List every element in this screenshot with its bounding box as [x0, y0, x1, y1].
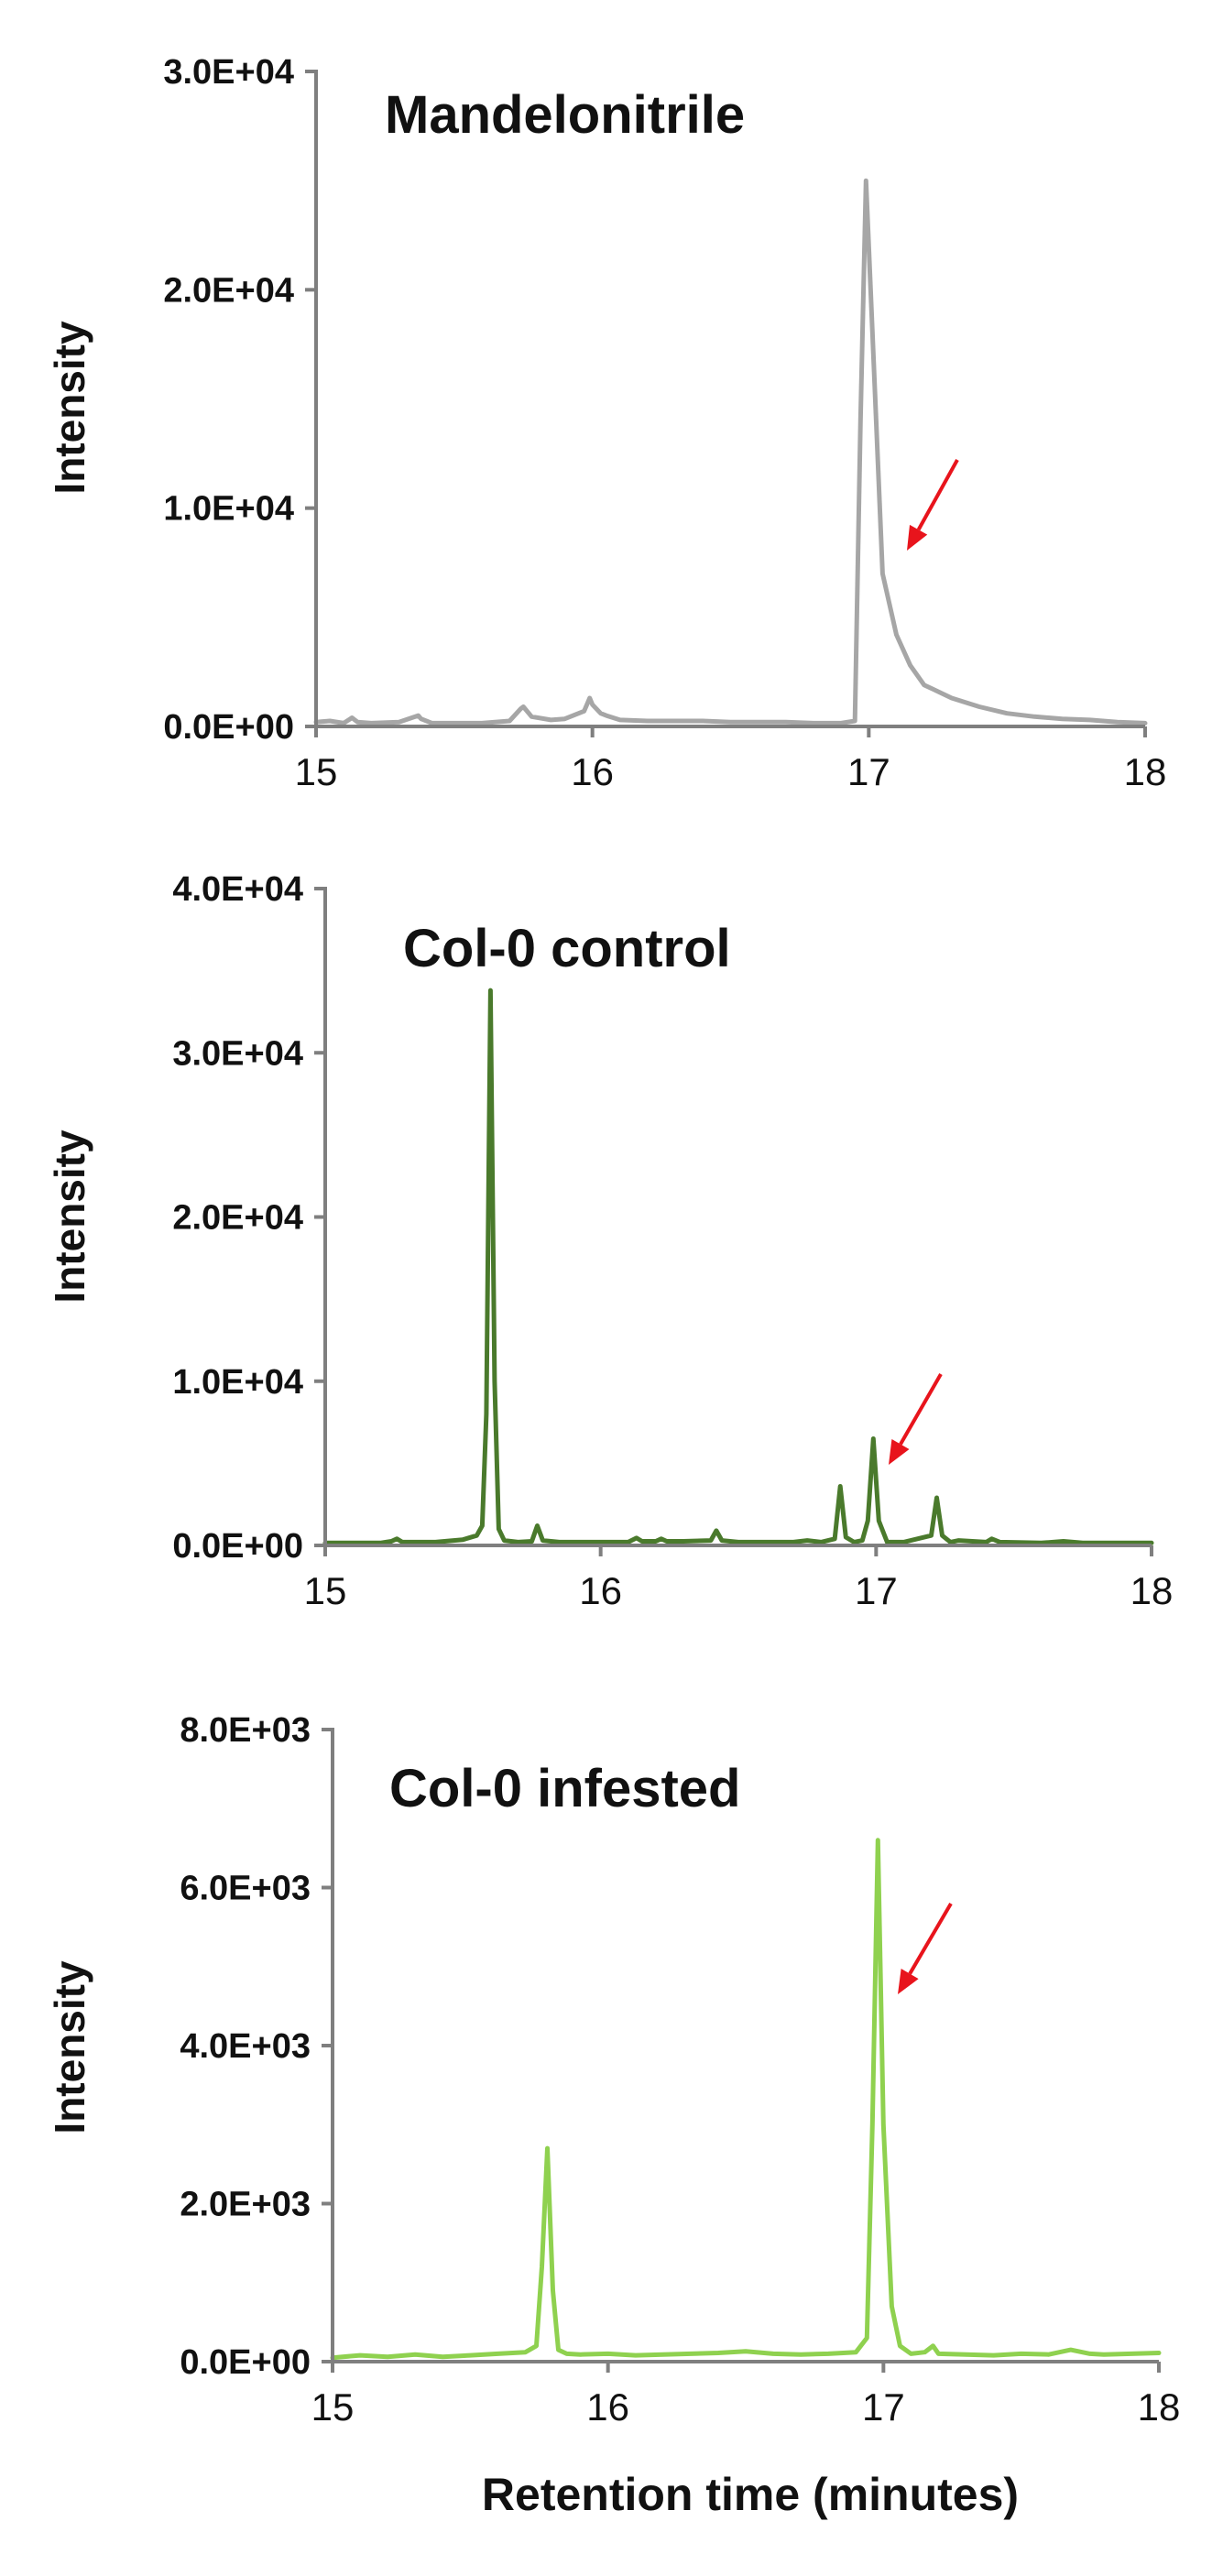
- y-axis-label: Intensity: [46, 1960, 93, 2134]
- y-tick-label: 2.0E+04: [163, 271, 294, 310]
- chart-mandelonitrile: 0.0E+00 1.0E+04 2.0E+04 3.0E+04 15 16 17 18 Mand…: [46, 53, 1166, 793]
- arrow-shaft: [908, 1902, 953, 1975]
- x-tick-label: 15: [304, 1569, 347, 1612]
- x-tick-label: 16: [586, 2385, 629, 2429]
- x-tick-label: 18: [1130, 1569, 1174, 1612]
- y-axis-label: Intensity: [46, 1130, 93, 1304]
- arrow-shaft: [899, 1373, 943, 1446]
- x-tick-label: 18: [1138, 2385, 1181, 2429]
- y-tick-label: 2.0E+03: [180, 2186, 311, 2224]
- y-tick-label: 3.0E+04: [163, 53, 294, 92]
- y-axis-label: Intensity: [46, 321, 93, 495]
- y-tick-label: 3.0E+04: [172, 1034, 303, 1073]
- x-tick-label: 16: [571, 750, 614, 793]
- chart-title: Mandelonitrile: [385, 85, 745, 145]
- x-tick-label: 17: [855, 1569, 898, 1612]
- series-line-mandelonitrile: [313, 178, 1148, 726]
- arrow-head: [889, 1438, 910, 1465]
- x-tick-label: 16: [579, 1569, 622, 1612]
- arrow-shaft: [916, 459, 959, 531]
- y-tick-label: 8.0E+03: [180, 1711, 311, 1750]
- x-tick-label: 15: [295, 750, 338, 793]
- series-line-col-0-control: [322, 988, 1154, 1545]
- x-axis-label: Retention time (minutes): [482, 2469, 1019, 2520]
- y-tick-label: 1.0E+04: [172, 1363, 303, 1402]
- y-tick-label: 4.0E+03: [180, 2027, 311, 2066]
- y-tick-label: 0.0E+00: [172, 1527, 303, 1566]
- x-tick-label: 17: [862, 2385, 905, 2429]
- y-tick-label: 1.0E+04: [163, 490, 294, 529]
- arrow-head: [907, 524, 928, 551]
- x-tick-label: 18: [1124, 750, 1167, 793]
- chart-col0-control: 0.0E+00 1.0E+04 2.0E+04 3.0E+04 4.0E+04 15 16 1…: [46, 870, 1173, 1612]
- chart-title: Col-0 control: [403, 919, 731, 978]
- y-tick-label: 2.0E+04: [172, 1199, 303, 1238]
- series-line-col-0-infested: [330, 1838, 1162, 2361]
- chart-title: Col-0 infested: [389, 1759, 741, 1818]
- chart-col0-infested: 0.0E+00 2.0E+03 4.0E+03 6.0E+03 8.0E+03 15 16 1…: [46, 1711, 1180, 2520]
- x-tick-label: 17: [847, 750, 890, 793]
- y-tick-label: 6.0E+03: [180, 1870, 311, 1908]
- y-tick-label: 0.0E+00: [163, 708, 294, 747]
- y-tick-label: 4.0E+04: [172, 870, 303, 909]
- arrow-head: [898, 1969, 919, 1994]
- x-tick-label: 15: [311, 2385, 355, 2429]
- y-tick-label: 0.0E+00: [180, 2343, 311, 2382]
